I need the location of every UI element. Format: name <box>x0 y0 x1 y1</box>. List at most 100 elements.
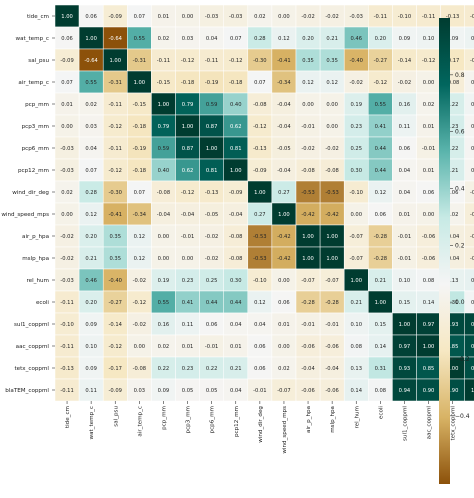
cell-value-label: 0.59 <box>158 146 170 152</box>
cell-value-label: 0.22 <box>447 146 459 152</box>
cell-value-label: -0.28 <box>374 234 387 240</box>
cell-value-label: -0.11 <box>374 14 387 20</box>
cell-value-label: 0.11 <box>471 36 474 42</box>
cell-value-label: -0.53 <box>253 256 266 262</box>
cell-value-label: 0.40 <box>230 102 242 108</box>
cell-value-label: -0.64 <box>109 36 123 42</box>
cell-value-label: 0.13 <box>447 278 459 284</box>
cell-value-label: 0.81 <box>206 168 218 174</box>
heatmap-cell <box>464 70 474 94</box>
cell-value-label: -0.02 <box>350 80 363 86</box>
colorbar-tick-label: −0.4 <box>455 413 470 420</box>
cell-value-label: 0.06 <box>447 190 459 196</box>
cell-value-label: 0.22 <box>158 366 170 372</box>
cell-value-label: 0.35 <box>326 58 338 64</box>
cell-value-label: 0.04 <box>399 190 411 196</box>
cell-value-label: -0.15 <box>157 80 170 86</box>
cell-value-label: 0.02 <box>85 102 97 108</box>
cell-value-label: -0.04 <box>277 124 291 130</box>
cell-value-label: -0.04 <box>277 168 291 174</box>
cell-value-label: -0.12 <box>133 300 146 306</box>
cell-value-label: 0.12 <box>254 300 266 306</box>
cell-value-label: 0.03 <box>85 124 97 130</box>
cell-value-label: -0.01 <box>181 234 194 240</box>
cell-value-label: -0.07 <box>350 256 363 262</box>
cell-value-label: 0.02 <box>254 14 266 20</box>
row-label: pcp3_mm <box>22 124 49 130</box>
cell-value-label: 0.81 <box>230 146 242 152</box>
cell-value-label: 0.00 <box>61 124 73 130</box>
cell-value-label: -0.02 <box>205 256 218 262</box>
cell-value-label: 0.85 <box>423 366 435 372</box>
cell-value-label: 0.12 <box>134 256 146 262</box>
cell-value-label: -0.03 <box>350 14 363 20</box>
cell-value-label: 0.12 <box>278 36 290 42</box>
cell-value-label: 0.00 <box>350 212 362 218</box>
cell-value-label: 0.21 <box>230 366 242 372</box>
cell-value-label: 1.00 <box>134 80 146 86</box>
heatmap-cell <box>464 92 474 116</box>
colorbar-tick-label: 0.4 <box>455 185 465 192</box>
cell-value-label: 0.12 <box>302 80 314 86</box>
cell-value-label: 0.19 <box>350 102 362 108</box>
column-label: pcp_mm <box>161 406 167 430</box>
cell-value-label: -0.40 <box>109 278 122 284</box>
cell-value-label: 0.09 <box>158 388 170 394</box>
cell-value-label: -0.30 <box>109 190 122 196</box>
cell-value-label: 0.04 <box>85 146 97 152</box>
cell-value-label: -0.09 <box>60 58 73 64</box>
heatmap-cell-values: 1.00 0.06 -0.09 0.07 0.01 0.00 -0.03 -0.03 0.02 0… <box>60 14 474 394</box>
cell-value-label: -0.01 <box>470 190 474 196</box>
cell-value-label: -0.08 <box>157 190 170 196</box>
column-label: pcp12_mm <box>234 406 240 437</box>
cell-value-label: 0.11 <box>399 124 411 130</box>
column-label: wind_speed_mps <box>282 406 288 454</box>
row-labels: tide_cm wat_temp_c sal_psu air_temp_c pcp_mm… <box>1 14 55 394</box>
cell-value-label: -0.08 <box>301 168 314 174</box>
cell-value-label: 1.00 <box>326 256 338 262</box>
cell-value-label: 0.62 <box>182 168 194 174</box>
cell-value-label: -0.40 <box>350 58 363 64</box>
cell-value-label: -0.01 <box>398 234 411 240</box>
cell-value-label: 0.31 <box>447 300 459 306</box>
cell-value-label: 0.23 <box>350 124 362 130</box>
row-label: air_p_hpa <box>22 234 49 240</box>
cell-value-label: 0.28 <box>85 190 97 196</box>
cell-value-label: 0.41 <box>182 300 194 306</box>
cell-value-label: -0.06 <box>470 256 474 262</box>
cell-value-label: -0.12 <box>109 124 122 130</box>
heatmap-cell <box>464 180 474 204</box>
cell-value-label: 0.10 <box>423 36 435 42</box>
cell-value-label: -0.18 <box>133 168 146 174</box>
cell-value-label: 0.19 <box>158 278 170 284</box>
cell-value-label: -0.01 <box>205 344 218 350</box>
cell-value-label: 0.06 <box>278 300 290 306</box>
row-label: pcp6_mm <box>22 146 49 152</box>
heatmap-cells <box>54 4 474 402</box>
cell-value-label: -0.03 <box>205 14 218 20</box>
cell-value-label: 0.00 <box>158 234 170 240</box>
cell-value-label: -0.12 <box>374 80 387 86</box>
cell-value-label: 0.35 <box>302 58 314 64</box>
cell-value-label: -0.18 <box>133 124 146 130</box>
cell-value-label: 0.22 <box>206 366 218 372</box>
cell-value-label: 0.20 <box>85 234 97 240</box>
cell-value-label: 1.00 <box>230 168 242 174</box>
cell-value-label: -0.04 <box>157 212 171 218</box>
cell-value-label: 0.41 <box>375 124 387 130</box>
cell-value-label: -0.01 <box>301 322 314 328</box>
colorbar-tick-label: −0.2 <box>455 356 470 363</box>
cell-value-label: -0.34 <box>277 80 291 86</box>
cell-value-label: 0.16 <box>158 322 170 328</box>
cell-value-label: 0.01 <box>158 14 170 20</box>
row-label: tetx_coppml <box>14 366 49 372</box>
cell-value-label: -0.12 <box>109 344 122 350</box>
column-label: tide_cm <box>65 406 71 428</box>
cell-value-label: -0.02 <box>205 234 218 240</box>
cell-value-label: 0.31 <box>375 366 387 372</box>
cell-value-label: -0.06 <box>325 344 338 350</box>
cell-value-label: 1.00 <box>206 146 218 152</box>
cell-value-label: 0.21 <box>447 168 459 174</box>
cell-value-label: -0.06 <box>422 256 435 262</box>
cell-value-label: 0.40 <box>158 168 170 174</box>
